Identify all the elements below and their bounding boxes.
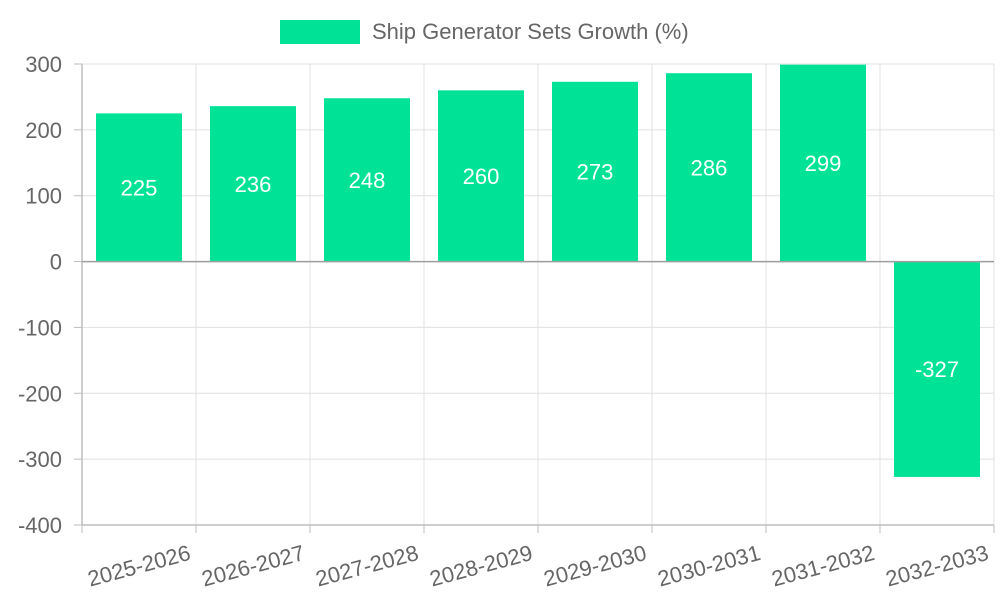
bar[interactable] bbox=[666, 73, 752, 262]
legend[interactable]: Ship Generator Sets Growth (%) bbox=[280, 19, 689, 44]
y-tick-label: 100 bbox=[25, 184, 62, 209]
bar[interactable] bbox=[894, 261, 980, 477]
y-tick-label: -100 bbox=[18, 315, 62, 340]
legend-swatch bbox=[280, 20, 360, 44]
legend-label: Ship Generator Sets Growth (%) bbox=[372, 19, 689, 44]
x-tick-label: 2028-2029 bbox=[427, 540, 535, 591]
data-label: 299 bbox=[805, 151, 842, 176]
data-label: 260 bbox=[463, 164, 500, 189]
data-label: 225 bbox=[121, 175, 158, 200]
data-label: 248 bbox=[349, 168, 386, 193]
data-labels-layer: 225 236 248 260 273 286 299 -327 bbox=[121, 151, 959, 382]
bar[interactable] bbox=[780, 64, 866, 262]
y-tick-label: -300 bbox=[18, 447, 62, 472]
y-tick-label: 0 bbox=[50, 250, 62, 275]
x-tick-label: 2032-2033 bbox=[883, 540, 991, 591]
x-tick-label: 2025-2026 bbox=[85, 540, 193, 591]
x-tick-label: 2030-2031 bbox=[655, 540, 763, 591]
x-tick-label: 2029-2030 bbox=[541, 540, 649, 591]
y-tick-label: -400 bbox=[18, 513, 62, 538]
bars-layer bbox=[96, 64, 980, 477]
x-tick-label: 2027-2028 bbox=[313, 540, 421, 591]
data-label: 236 bbox=[235, 172, 272, 197]
y-tick-label: 300 bbox=[25, 52, 62, 77]
data-label: 273 bbox=[577, 160, 614, 185]
bar[interactable] bbox=[438, 90, 524, 262]
bar[interactable] bbox=[96, 113, 182, 262]
x-tick-label: 2026-2027 bbox=[199, 540, 307, 591]
bar[interactable] bbox=[210, 106, 296, 262]
data-label: -327 bbox=[915, 357, 959, 382]
bar[interactable] bbox=[324, 98, 410, 262]
y-tick-label: -200 bbox=[18, 381, 62, 406]
y-tick-label: 200 bbox=[25, 118, 62, 143]
x-tick-label: 2031-2032 bbox=[769, 540, 877, 591]
data-label: 286 bbox=[691, 155, 728, 180]
bar[interactable] bbox=[552, 81, 638, 262]
